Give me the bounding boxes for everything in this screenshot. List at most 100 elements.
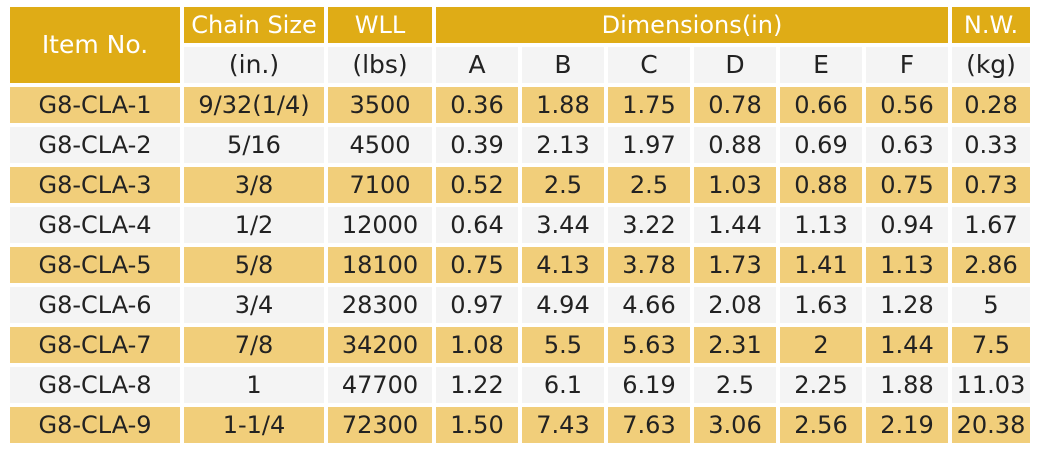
- dim-a-cell: 0.97: [436, 287, 518, 323]
- item-no-cell: G8-CLA-6: [10, 287, 180, 323]
- dim-a-cell: 1.50: [436, 407, 518, 443]
- nw-unit: (kg): [952, 47, 1030, 83]
- dim-a-cell: 1.22: [436, 367, 518, 403]
- item-no-header: Item No.: [10, 7, 180, 83]
- dim-c-cell: 3.78: [608, 247, 690, 283]
- dim-b-cell: 6.1: [522, 367, 604, 403]
- dim-a-cell: 0.36: [436, 87, 518, 123]
- dim-c-cell: 7.63: [608, 407, 690, 443]
- dim-d-cell: 0.88: [694, 127, 776, 163]
- dim-e-cell: 0.69: [780, 127, 862, 163]
- dim-d-cell: 3.06: [694, 407, 776, 443]
- dimensions-header: Dimensions(in): [436, 7, 948, 43]
- nw-cell: 0.28: [952, 87, 1030, 123]
- dim-e-cell: 0.88: [780, 167, 862, 203]
- dim-d-cell: 1.03: [694, 167, 776, 203]
- chain-size-cell: 1: [184, 367, 324, 403]
- table-row: G8-CLA-4 1/2 12000 0.64 3.44 3.22 1.44 1…: [10, 207, 1030, 243]
- dim-f-cell: 0.94: [866, 207, 948, 243]
- dim-f-cell: 1.28: [866, 287, 948, 323]
- chain-size-cell: 7/8: [184, 327, 324, 363]
- chain-size-header: Chain Size: [184, 7, 324, 43]
- wll-unit: (lbs): [328, 47, 432, 83]
- chain-size-cell: 5/16: [184, 127, 324, 163]
- dim-c-cell: 6.19: [608, 367, 690, 403]
- dim-d-cell: 0.78: [694, 87, 776, 123]
- dim-f-cell: 1.13: [866, 247, 948, 283]
- dim-b-cell: 4.13: [522, 247, 604, 283]
- dim-f-header: F: [866, 47, 948, 83]
- dim-c-cell: 3.22: [608, 207, 690, 243]
- chain-size-unit: (in.): [184, 47, 324, 83]
- table-row: G8-CLA-9 1-1/4 72300 1.50 7.43 7.63 3.06…: [10, 407, 1030, 443]
- table-row: G8-CLA-7 7/8 34200 1.08 5.5 5.63 2.31 2 …: [10, 327, 1030, 363]
- dim-f-cell: 0.75: [866, 167, 948, 203]
- dim-c-cell: 1.75: [608, 87, 690, 123]
- dim-a-cell: 0.39: [436, 127, 518, 163]
- wll-cell: 4500: [328, 127, 432, 163]
- wll-cell: 28300: [328, 287, 432, 323]
- chain-size-cell: 5/8: [184, 247, 324, 283]
- dim-f-cell: 1.44: [866, 327, 948, 363]
- item-no-cell: G8-CLA-7: [10, 327, 180, 363]
- dim-e-cell: 1.63: [780, 287, 862, 323]
- nw-cell: 0.73: [952, 167, 1030, 203]
- nw-cell: 2.86: [952, 247, 1030, 283]
- nw-cell: 5: [952, 287, 1030, 323]
- wll-cell: 47700: [328, 367, 432, 403]
- header-row: Item No. Chain Size WLL Dimensions(in) N…: [10, 7, 1030, 83]
- table-row: G8-CLA-8 1 47700 1.22 6.1 6.19 2.5 2.25 …: [10, 367, 1030, 403]
- dim-a-cell: 0.52: [436, 167, 518, 203]
- dim-b-cell: 2.13: [522, 127, 604, 163]
- dim-e-cell: 1.13: [780, 207, 862, 243]
- nw-header: N.W.: [952, 7, 1030, 43]
- item-no-cell: G8-CLA-4: [10, 207, 180, 243]
- item-no-cell: G8-CLA-1: [10, 87, 180, 123]
- dim-d-cell: 1.44: [694, 207, 776, 243]
- dim-e-cell: 2.56: [780, 407, 862, 443]
- chain-size-cell: 9/32(1/4): [184, 87, 324, 123]
- nw-cell: 11.03: [952, 367, 1030, 403]
- dim-f-cell: 0.63: [866, 127, 948, 163]
- table-row: G8-CLA-2 5/16 4500 0.39 2.13 1.97 0.88 0…: [10, 127, 1030, 163]
- dim-b-cell: 2.5: [522, 167, 604, 203]
- wll-cell: 12000: [328, 207, 432, 243]
- nw-cell: 1.67: [952, 207, 1030, 243]
- spec-table: Item No. Chain Size WLL Dimensions(in) N…: [6, 3, 1034, 447]
- nw-cell: 20.38: [952, 407, 1030, 443]
- subheader-row: (in.) (lbs) A B C D E F (kg): [10, 47, 1030, 83]
- item-no-cell: G8-CLA-3: [10, 167, 180, 203]
- chain-size-cell: 3/4: [184, 287, 324, 323]
- dim-d-cell: 1.73: [694, 247, 776, 283]
- dim-f-cell: 1.88: [866, 367, 948, 403]
- dim-c-cell: 5.63: [608, 327, 690, 363]
- wll-cell: 72300: [328, 407, 432, 443]
- dim-d-header: D: [694, 47, 776, 83]
- item-no-cell: G8-CLA-9: [10, 407, 180, 443]
- dim-d-cell: 2.31: [694, 327, 776, 363]
- dim-f-cell: 2.19: [866, 407, 948, 443]
- nw-cell: 7.5: [952, 327, 1030, 363]
- dim-e-cell: 0.66: [780, 87, 862, 123]
- wll-cell: 18100: [328, 247, 432, 283]
- dim-b-cell: 7.43: [522, 407, 604, 443]
- dim-e-header: E: [780, 47, 862, 83]
- nw-cell: 0.33: [952, 127, 1030, 163]
- dim-c-cell: 1.97: [608, 127, 690, 163]
- chain-size-cell: 3/8: [184, 167, 324, 203]
- table-row: G8-CLA-6 3/4 28300 0.97 4.94 4.66 2.08 1…: [10, 287, 1030, 323]
- dim-b-cell: 4.94: [522, 287, 604, 323]
- chain-size-cell: 1/2: [184, 207, 324, 243]
- dim-b-cell: 1.88: [522, 87, 604, 123]
- table-header: Item No. Chain Size WLL Dimensions(in) N…: [10, 7, 1030, 83]
- table-row: G8-CLA-1 9/32(1/4) 3500 0.36 1.88 1.75 0…: [10, 87, 1030, 123]
- dim-a-cell: 0.64: [436, 207, 518, 243]
- dim-c-cell: 2.5: [608, 167, 690, 203]
- dim-a-cell: 1.08: [436, 327, 518, 363]
- dim-b-header: B: [522, 47, 604, 83]
- item-no-cell: G8-CLA-2: [10, 127, 180, 163]
- dim-c-cell: 4.66: [608, 287, 690, 323]
- item-no-cell: G8-CLA-5: [10, 247, 180, 283]
- dim-d-cell: 2.08: [694, 287, 776, 323]
- wll-cell: 7100: [328, 167, 432, 203]
